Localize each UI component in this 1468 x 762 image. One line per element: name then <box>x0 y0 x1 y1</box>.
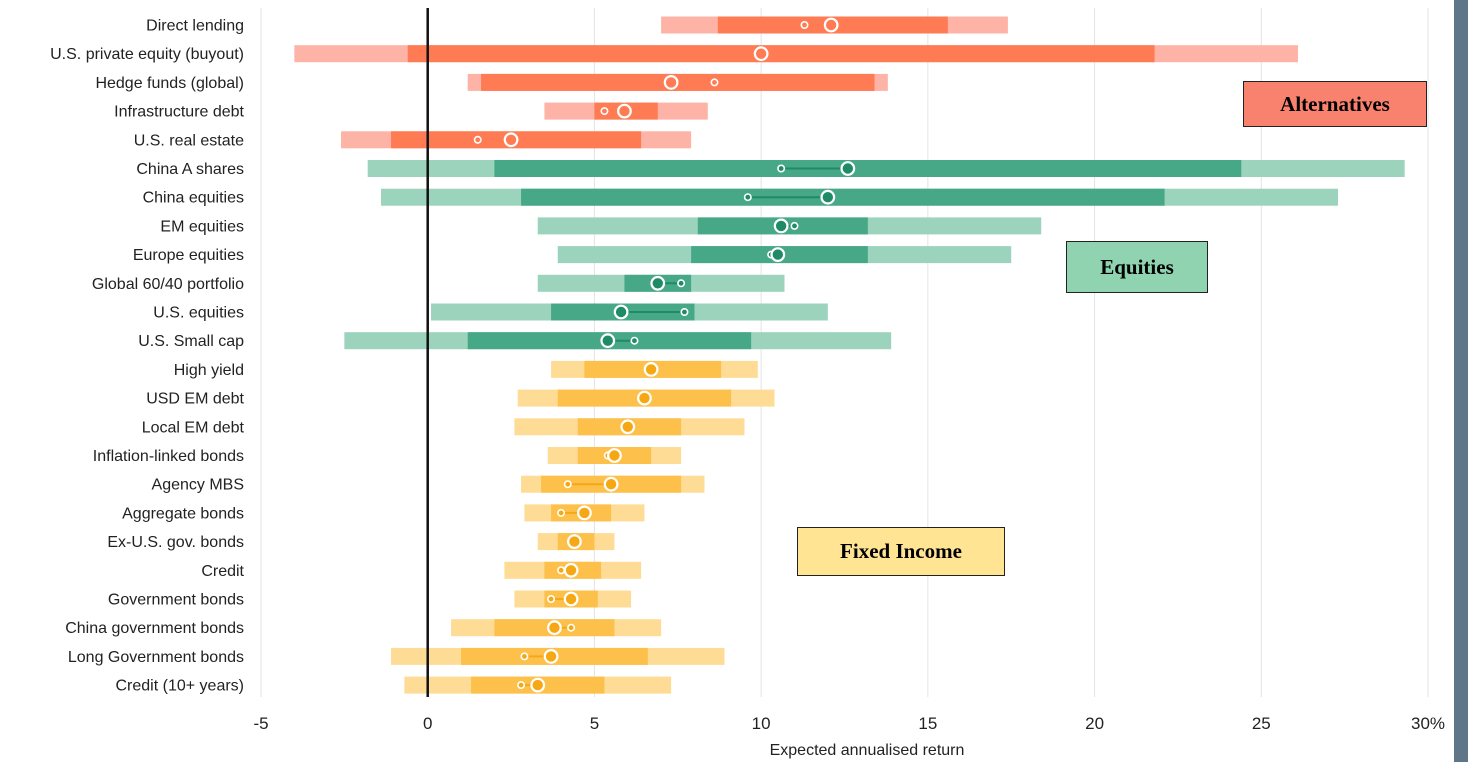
small-marker <box>743 193 752 202</box>
row-label: USD EM debt <box>146 391 244 408</box>
small-marker <box>547 594 556 603</box>
large-marker <box>563 591 579 607</box>
fixed-income-label: Fixed Income <box>797 527 1005 576</box>
small-marker <box>680 307 689 316</box>
large-marker <box>607 448 622 463</box>
small-marker <box>557 508 566 517</box>
x-tick-label: 20 <box>1085 714 1104 733</box>
row-label: China equities <box>143 190 244 207</box>
row-label: Global 60/40 portfolio <box>92 276 244 293</box>
row-label: Hedge funds (global) <box>95 75 244 92</box>
small-marker <box>567 623 576 632</box>
x-tick-label: 5 <box>590 714 599 733</box>
row-label: Agency MBS <box>152 477 244 494</box>
row-label: Aggregate bonds <box>122 505 244 522</box>
small-marker <box>557 566 566 575</box>
small-marker <box>473 135 482 144</box>
row-label: Inflation-linked bonds <box>93 448 244 465</box>
row-label: China A shares <box>136 161 244 178</box>
large-marker <box>530 677 546 693</box>
large-marker <box>650 275 666 291</box>
x-tick-label: 30% <box>1411 714 1445 733</box>
x-tick-labels: -5 0 5 10 15 20 25 30% <box>253 714 1445 733</box>
large-marker <box>823 17 839 33</box>
row-label: Long Government bonds <box>68 649 244 666</box>
inner-range-bar <box>407 45 1155 63</box>
small-marker <box>777 164 786 173</box>
small-marker <box>800 20 809 29</box>
small-marker <box>600 107 609 116</box>
row-label: Local EM debt <box>142 419 245 436</box>
x-tick-label: -5 <box>253 714 268 733</box>
large-marker <box>600 333 616 349</box>
small-marker <box>630 336 639 345</box>
row-label: High yield <box>174 362 244 379</box>
large-marker <box>547 620 562 636</box>
small-marker <box>790 221 799 230</box>
inner-range-bar <box>494 160 1242 177</box>
small-marker <box>517 681 526 690</box>
equities-label: Equities <box>1066 241 1208 293</box>
large-marker <box>770 247 786 263</box>
row-label: Credit <box>201 563 244 580</box>
large-marker <box>643 362 659 377</box>
row-label: U.S. private equity (buyout) <box>50 46 244 63</box>
large-marker <box>603 476 619 492</box>
large-marker <box>503 132 519 148</box>
large-marker <box>617 103 632 119</box>
x-axis-title: Expected annualised return <box>770 742 965 759</box>
row-label: U.S. equities <box>153 305 244 322</box>
row-label: China government bonds <box>65 620 244 637</box>
small-marker <box>677 279 686 288</box>
alternatives-label: Alternatives <box>1243 81 1427 127</box>
x-tick-label: 0 <box>423 714 432 733</box>
large-marker <box>567 534 582 549</box>
large-marker <box>543 649 559 664</box>
x-tick-label: 10 <box>752 714 771 733</box>
large-marker <box>840 161 856 176</box>
markers <box>473 17 856 693</box>
row-label: Infrastructure debt <box>114 104 244 121</box>
row-label: Direct lending <box>146 18 244 35</box>
large-marker <box>820 189 836 205</box>
large-marker <box>773 218 789 234</box>
inner-range-bar <box>521 188 1165 206</box>
large-marker <box>563 562 579 578</box>
row-label: Government bonds <box>108 592 244 609</box>
large-marker <box>753 46 769 62</box>
row-label: EM equities <box>160 218 244 235</box>
large-marker <box>637 390 652 406</box>
small-marker <box>710 78 719 87</box>
large-marker <box>663 74 679 90</box>
row-label: Ex-U.S. gov. bonds <box>107 534 244 551</box>
window-edge <box>1454 0 1468 762</box>
large-marker <box>620 419 636 435</box>
row-label: U.S. real estate <box>134 132 244 149</box>
x-tick-label: 15 <box>918 714 937 733</box>
large-marker <box>577 505 592 521</box>
range-bars <box>294 16 1405 694</box>
small-marker <box>520 652 529 661</box>
row-labels: Direct lending U.S. private equity (buyou… <box>50 18 244 695</box>
large-marker <box>613 304 629 320</box>
row-label: Europe equities <box>133 247 244 264</box>
row-label: U.S. Small cap <box>138 333 244 350</box>
x-tick-label: 25 <box>1252 714 1271 733</box>
row-label: Credit (10+ years) <box>116 678 245 695</box>
small-marker <box>563 480 572 489</box>
